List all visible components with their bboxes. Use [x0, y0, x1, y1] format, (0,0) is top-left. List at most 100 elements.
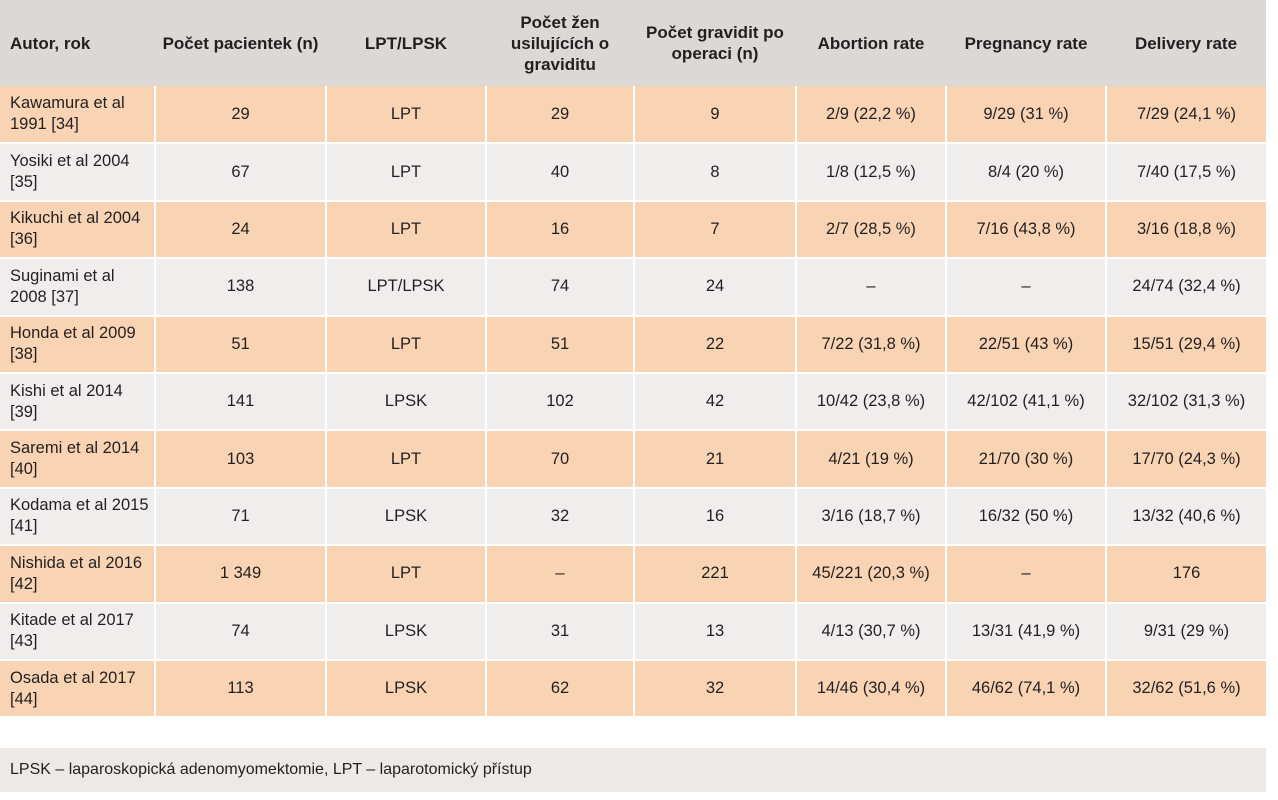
- pregnancies-cell: 42: [633, 372, 796, 432]
- patients-cell: 74: [154, 602, 326, 661]
- delivery-rate-cell: 15/51 (29,4 %): [1105, 315, 1266, 374]
- author-cell: Suginami et al 2008 [37]: [0, 258, 155, 317]
- abortion-rate-cell: 45/221 (20,3 %): [795, 545, 946, 604]
- patients-cell: 138: [154, 258, 326, 317]
- pregnancy-rate-cell: 7/16 (43,8 %): [945, 200, 1106, 260]
- abortion-rate-cell: 4/13 (30,7 %): [795, 602, 946, 661]
- women-trying-cell: 29: [485, 86, 634, 145]
- delivery-rate-cell: 32/102 (31,3 %): [1105, 372, 1266, 432]
- patients-cell: 141: [154, 372, 326, 432]
- table-row: Kodama et al 2015 [41] 71 LPSK 32 16 3/16 (18…: [0, 487, 1266, 547]
- delivery-rate-cell: 176: [1105, 545, 1266, 604]
- abortion-rate-cell: 2/9 (22,2 %): [795, 86, 946, 145]
- table-footnote: LPSK – laparoskopická adenomyomektomie, …: [0, 748, 1266, 792]
- approach-cell: LPSK: [325, 372, 486, 432]
- approach-cell: LPT: [325, 86, 486, 145]
- pregnancies-cell: 16: [633, 487, 796, 547]
- approach-cell: LPT: [325, 143, 486, 202]
- pregnancies-cell: 9: [633, 86, 796, 145]
- table-row: Nishida et al 2016 [42] 1 349 LPT –221 45/22…: [0, 545, 1266, 604]
- delivery-rate-cell: 17/70 (24,3 %): [1105, 430, 1266, 489]
- header-pregnancy-rate: Pregnancy rate: [964, 33, 1088, 53]
- delivery-rate-cell: 3/16 (18,8 %): [1105, 200, 1266, 260]
- pregnancies-cell: 21: [633, 430, 796, 489]
- header-abortion-rate: Abortion rate: [817, 33, 925, 53]
- abortion-rate-cell: –: [795, 258, 946, 317]
- author-cell: Kawamura et al 1991 [34]: [0, 86, 155, 145]
- header-patients: Počet pacientek (n): [162, 33, 319, 53]
- women-trying-cell: 40: [485, 143, 634, 202]
- women-trying-cell: 31: [485, 602, 634, 661]
- approach-cell: LPT: [325, 315, 486, 374]
- delivery-rate-cell: 7/40 (17,5 %): [1105, 143, 1266, 202]
- pregnancies-cell: 22: [633, 315, 796, 374]
- pregnancies-cell: 7: [633, 200, 796, 260]
- approach-cell: LPT/LPSK: [325, 258, 486, 317]
- author-cell: Honda et al 2009 [38]: [0, 315, 155, 374]
- patients-cell: 113: [154, 659, 326, 719]
- header-author: Autor, rok: [10, 33, 91, 53]
- patients-cell: 24: [154, 200, 326, 260]
- patients-cell: 29: [154, 86, 326, 145]
- pregnancy-rate-cell: 16/32 (50 %): [945, 487, 1106, 547]
- approach-cell: LPSK: [325, 659, 486, 719]
- header-approach: LPT/LPSK: [364, 33, 448, 53]
- author-cell: Kitade et al 2017 [43]: [0, 602, 155, 661]
- author-cell: Kishi et al 2014 [39]: [0, 372, 155, 432]
- women-trying-cell: 51: [485, 315, 634, 374]
- table-row: Yosiki et al 2004 [35] 67 LPT 40 8 1/8 (12,5 …: [0, 143, 1266, 202]
- pregnancies-cell: 8: [633, 143, 796, 202]
- pregnancy-rate-cell: –: [945, 258, 1106, 317]
- pregnancy-rate-cell: 13/31 (41,9 %): [945, 602, 1106, 661]
- approach-cell: LPSK: [325, 602, 486, 661]
- pregnancy-rate-cell: 21/70 (30 %): [945, 430, 1106, 489]
- table-row: Saremi et al 2014 [40] 103 LPT 70 21 4/21 (19…: [0, 430, 1266, 489]
- pregnancy-rate-cell: 9/29 (31 %): [945, 86, 1106, 145]
- approach-cell: LPSK: [325, 487, 486, 547]
- approach-cell: LPT: [325, 545, 486, 604]
- patients-cell: 1 349: [154, 545, 326, 604]
- table-row: Kishi et al 2014 [39] 141 LPSK 102 42 10/42 (…: [0, 372, 1266, 432]
- women-trying-cell: 74: [485, 258, 634, 317]
- author-cell: Saremi et al 2014 [40]: [0, 430, 155, 489]
- pregnancies-cell: 221: [633, 545, 796, 604]
- header-women-trying: Počet žen usilujících o graviditu: [510, 12, 610, 74]
- delivery-rate-cell: 7/29 (24,1 %): [1105, 86, 1266, 145]
- pregnancies-cell: 32: [633, 659, 796, 719]
- table-row: Kawamura et al 1991 [34] 29 LPT 29 9 2/9 (22,…: [0, 86, 1266, 145]
- table-row: Osada et al 2017 [44] 113 LPSK 62 32 14/46 (3…: [0, 659, 1266, 719]
- abortion-rate-cell: 14/46 (30,4 %): [795, 659, 946, 719]
- author-cell: Kikuchi et al 2004 [36]: [0, 200, 155, 260]
- abortion-rate-cell: 2/7 (28,5 %): [795, 200, 946, 260]
- patients-cell: 51: [154, 315, 326, 374]
- patients-cell: 71: [154, 487, 326, 547]
- approach-cell: LPT: [325, 200, 486, 260]
- table-body: Kawamura et al 1991 [34] 29 LPT 29 9 2/9 (22,…: [0, 86, 1266, 719]
- table-row: Honda et al 2009 [38] 51 LPT 51 22 7/22 (31,8…: [0, 315, 1266, 374]
- author-cell: Yosiki et al 2004 [35]: [0, 143, 155, 202]
- women-trying-cell: 62: [485, 659, 634, 719]
- author-cell: Nishida et al 2016 [42]: [0, 545, 155, 604]
- pregnancy-rate-cell: 22/51 (43 %): [945, 315, 1106, 374]
- women-trying-cell: 16: [485, 200, 634, 260]
- patients-cell: 67: [154, 143, 326, 202]
- pregnancies-cell: 24: [633, 258, 796, 317]
- abortion-rate-cell: 4/21 (19 %): [795, 430, 946, 489]
- header-delivery-rate: Delivery rate: [1134, 33, 1238, 53]
- women-trying-cell: –: [485, 545, 634, 604]
- pregnancy-rate-cell: 8/4 (20 %): [945, 143, 1106, 202]
- pregnancy-rate-cell: 42/102 (41,1 %): [945, 372, 1106, 432]
- women-trying-cell: 32: [485, 487, 634, 547]
- approach-cell: LPT: [325, 430, 486, 489]
- pregnancy-rate-cell: 46/62 (74,1 %): [945, 659, 1106, 719]
- delivery-rate-cell: 32/62 (51,6 %): [1105, 659, 1266, 719]
- author-cell: Osada et al 2017 [44]: [0, 659, 155, 719]
- delivery-rate-cell: 24/74 (32,4 %): [1105, 258, 1266, 317]
- table-header-row: Autor, rok Počet pacientek (n) LPT/LPSK …: [0, 0, 1266, 86]
- table-row: Suginami et al 2008 [37] 138 LPT/LPSK 74 24–…: [0, 258, 1266, 317]
- patients-cell: 103: [154, 430, 326, 489]
- author-cell: Kodama et al 2015 [41]: [0, 487, 155, 547]
- abortion-rate-cell: 1/8 (12,5 %): [795, 143, 946, 202]
- delivery-rate-cell: 13/32 (40,6 %): [1105, 487, 1266, 547]
